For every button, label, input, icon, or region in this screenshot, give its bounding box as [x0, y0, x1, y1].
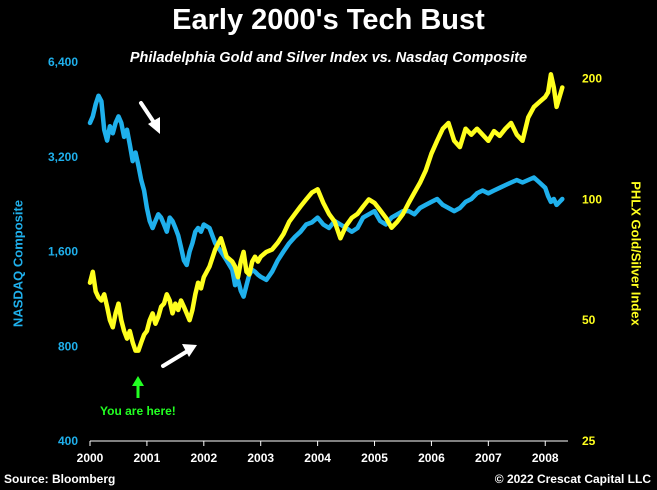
up-arrow-shaft — [161, 350, 188, 368]
right-tick-label-50: 50 — [582, 313, 596, 327]
left-tick-label-800: 800 — [58, 339, 78, 353]
x-tick-label-2001: 2001 — [134, 451, 161, 465]
x-tick-label-2007: 2007 — [475, 451, 502, 465]
x-tick-label-2005: 2005 — [361, 451, 388, 465]
nasdaq-series-line — [87, 93, 565, 299]
copyright-text: © 2022 Crescat Capital LLC — [494, 472, 651, 486]
left-tick-label-400: 400 — [58, 434, 78, 448]
chart-title: Early 2000's Tech Bust — [172, 4, 485, 36]
left-tick-label-6400: 6,400 — [48, 55, 78, 69]
right-tick-label-100: 100 — [582, 192, 602, 206]
x-tick-label-2002: 2002 — [190, 451, 217, 465]
down-arrow-shaft — [139, 101, 157, 126]
right-tick-label-25: 25 — [582, 434, 596, 448]
right-axis-label: PHLX Gold/Silver Index — [628, 181, 644, 326]
x-tick-label-2003: 2003 — [247, 451, 274, 465]
x-tick-label-2006: 2006 — [418, 451, 445, 465]
chart-subtitle: Philadelphia Gold and Silver Index vs. N… — [129, 50, 528, 66]
x-tick-label-2008: 2008 — [532, 451, 559, 465]
right-tick-label-200: 200 — [582, 72, 602, 86]
down-arrow-head — [148, 117, 160, 134]
left-tick-label-3200: 3,200 — [48, 150, 78, 164]
left-axis-label: NASDAQ Composite — [10, 199, 26, 328]
left-tick-label-1600: 1,600 — [48, 245, 78, 259]
source-text: Source: Bloomberg — [4, 472, 116, 486]
x-tick-label-2004: 2004 — [304, 451, 331, 465]
x-tick-label-2000: 2000 — [77, 451, 104, 465]
up-arrow-head — [182, 344, 197, 357]
green-arrow-head — [132, 376, 144, 386]
gold-silver-series-line — [87, 72, 565, 353]
you-are-here-label: You are here! — [100, 404, 176, 418]
